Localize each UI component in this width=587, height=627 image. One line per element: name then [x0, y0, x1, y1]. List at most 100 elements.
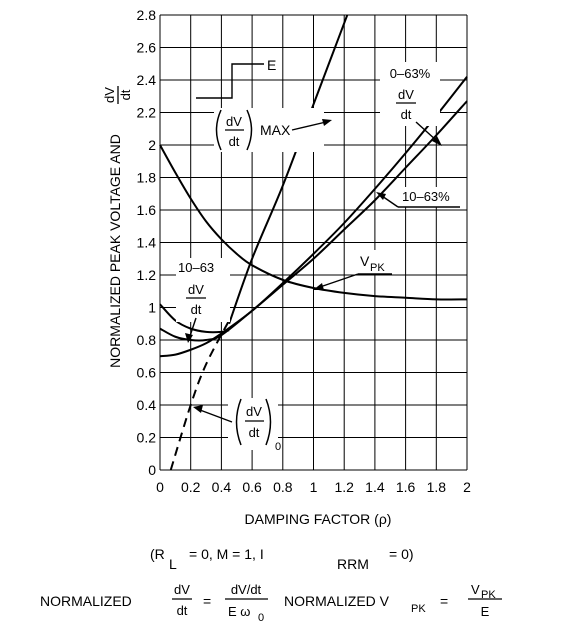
- annotation-dvdt-zero: dV dt 0: [193, 398, 281, 453]
- formula-rhs2-den: E: [481, 604, 490, 619]
- y-axis-ticks: 0 0.2 0.4 0.6 0.8 1 1.2 1.4 1.6 1.8 2 2.2 2.4 2.6 2.8: [137, 7, 157, 478]
- label-0-63-arrowhead: [432, 136, 442, 146]
- dvdt-zero-sub: 0: [275, 441, 281, 453]
- dvdt-zero-den: dt: [249, 425, 260, 440]
- y-tick-label: 0.6: [137, 365, 157, 381]
- label-10-63-bg: [176, 258, 230, 322]
- vpk-label-v: V: [360, 253, 370, 269]
- formula-rhs-den-sub: 0: [258, 612, 264, 624]
- x-tick-label: 0: [156, 479, 164, 495]
- vpk-label-bg: [356, 250, 394, 274]
- series-curves: [159, 14, 468, 471]
- y-tick-label: 1: [148, 300, 156, 316]
- label-0-63-pct: 0–63%: [390, 66, 431, 81]
- y-tick-label: 2.8: [137, 7, 157, 23]
- formula-rhs-den: E ω: [228, 604, 250, 619]
- x-axis-label: DAMPING FACTOR (ρ): [245, 511, 392, 527]
- e-label: E: [267, 57, 276, 73]
- annotation-vpk: V PK: [313, 250, 394, 290]
- conditions-i-sub: RRM: [337, 556, 369, 572]
- x-tick-label: 0.4: [212, 479, 232, 495]
- dvdt-max-word: MAX: [260, 122, 291, 138]
- dvdt-max-num: dV: [226, 114, 242, 129]
- dvdt-zero-left-paren: [235, 398, 242, 446]
- formula-eq-1: =: [203, 593, 211, 609]
- formula-rhs2-word: NORMALIZED V: [284, 593, 390, 609]
- label-0-63-leader: [415, 121, 438, 142]
- y-axis-label: NORMALIZED PEAK VOLTAGE AND: [107, 134, 123, 368]
- formula-rhs2-num-sub: PK: [481, 589, 496, 601]
- e-label-bg: [264, 55, 282, 73]
- series-line-dv-dt-0: [169, 320, 230, 471]
- x-tick-label: 1: [310, 479, 318, 495]
- x-tick-label: 2: [463, 479, 471, 495]
- x-tick-label: 1.4: [365, 479, 385, 495]
- conditions-r-sub: L: [169, 556, 177, 572]
- annotation-10-63-pct: 10–63%: [376, 187, 464, 208]
- y-tick-label: 2: [148, 137, 156, 153]
- y-tick-label: 2.2: [137, 105, 157, 121]
- annotation-dvdt-max: dV dt MAX: [214, 108, 332, 152]
- series-line-vpk: [159, 144, 468, 301]
- dvdt-max-arrowhead: [322, 119, 332, 126]
- label-0-63-den: dt: [401, 107, 412, 122]
- x-axis-ticks: 0 0.2 0.4 0.6 0.8 1 1.2 1.4 1.6 1.8 2: [156, 479, 471, 495]
- series-line-dv-dt-max: [228, 14, 349, 325]
- annotation-0-63: 0–63% dV dt: [380, 62, 442, 146]
- label-0-63-num: dV: [398, 87, 414, 102]
- dvdt-zero-num: dV: [246, 404, 262, 419]
- annotation-e: E: [196, 55, 282, 99]
- x-tick-label: 0.6: [242, 479, 262, 495]
- vpk-label-sub: PK: [370, 262, 385, 274]
- normalization-formula: NORMALIZED dV dt = dV/dt E ω 0 NORMALIZE…: [40, 582, 502, 624]
- series-line-vpk-lower-branch: [159, 303, 230, 334]
- conditions-mid: = 0, M = 1, I: [189, 546, 264, 562]
- dvdt-max-left-paren: [215, 109, 222, 151]
- label-10-63-pct-leader: [381, 195, 399, 208]
- y-tick-label: 0.8: [137, 332, 157, 348]
- conditions-line: (R L = 0, M = 1, I RRM = 0): [150, 546, 414, 572]
- y-tick-label: 1.6: [137, 202, 157, 218]
- dvdt-zero-right-paren: [265, 398, 272, 446]
- label-10-63-den: dt: [191, 302, 202, 317]
- annotation-10-63: 10–63 dV dt: [176, 258, 230, 343]
- conditions-close: = 0): [389, 546, 414, 562]
- series-line-0-63-dv-dt: [159, 76, 468, 358]
- label-0-63-bg: [380, 62, 440, 126]
- formula-rhs2-num: V: [471, 582, 480, 597]
- x-tick-label: 1.6: [396, 479, 416, 495]
- y-axis-title: NORMALIZED PEAK VOLTAGE AND dV dt: [102, 86, 133, 368]
- y-tick-label: 1.8: [137, 170, 157, 186]
- label-10-63-pct-bg: [398, 187, 464, 207]
- y-tick-label: 0.2: [137, 430, 157, 446]
- y-tick-label: 1.4: [137, 235, 157, 251]
- formula-rhs-num: dV/dt: [231, 582, 262, 597]
- label-10-63-pct-arrowhead: [376, 192, 386, 200]
- conditions-open: (R: [150, 546, 165, 562]
- x-tick-label: 1.8: [427, 479, 447, 495]
- label-10-63-arrowhead: [185, 333, 193, 343]
- formula-lhs-word: NORMALIZED: [40, 593, 132, 609]
- dvdt-max-leader: [291, 121, 327, 131]
- dvdt-zero-leader: [199, 409, 233, 423]
- series-line-10-63-dv-dt: [159, 100, 468, 342]
- y-tick-label: 0: [148, 462, 156, 478]
- vpk-arrowhead: [313, 283, 324, 290]
- y-tick-label: 2.6: [137, 40, 157, 56]
- x-tick-label: 0.8: [273, 479, 293, 495]
- dvdt-zero-arrowhead: [193, 405, 203, 413]
- formula-rhs2-sub: PK: [411, 603, 426, 615]
- y-tick-label: 1.2: [137, 267, 157, 283]
- formula-lhs-num: dV: [174, 582, 190, 597]
- label-10-63-num: dV: [188, 282, 204, 297]
- formula-lhs-den: dt: [177, 603, 188, 618]
- label-10-63-leader: [189, 317, 197, 337]
- y-axis-frac-den: dt: [118, 89, 133, 100]
- label-10-63-pct: 10–63%: [402, 189, 450, 204]
- vpk-leader: [319, 273, 359, 288]
- dvdt-max-den: dt: [229, 134, 240, 149]
- y-tick-label: 2.4: [137, 72, 157, 88]
- y-tick-label: 0.4: [137, 397, 157, 413]
- e-step-symbol: [196, 63, 266, 99]
